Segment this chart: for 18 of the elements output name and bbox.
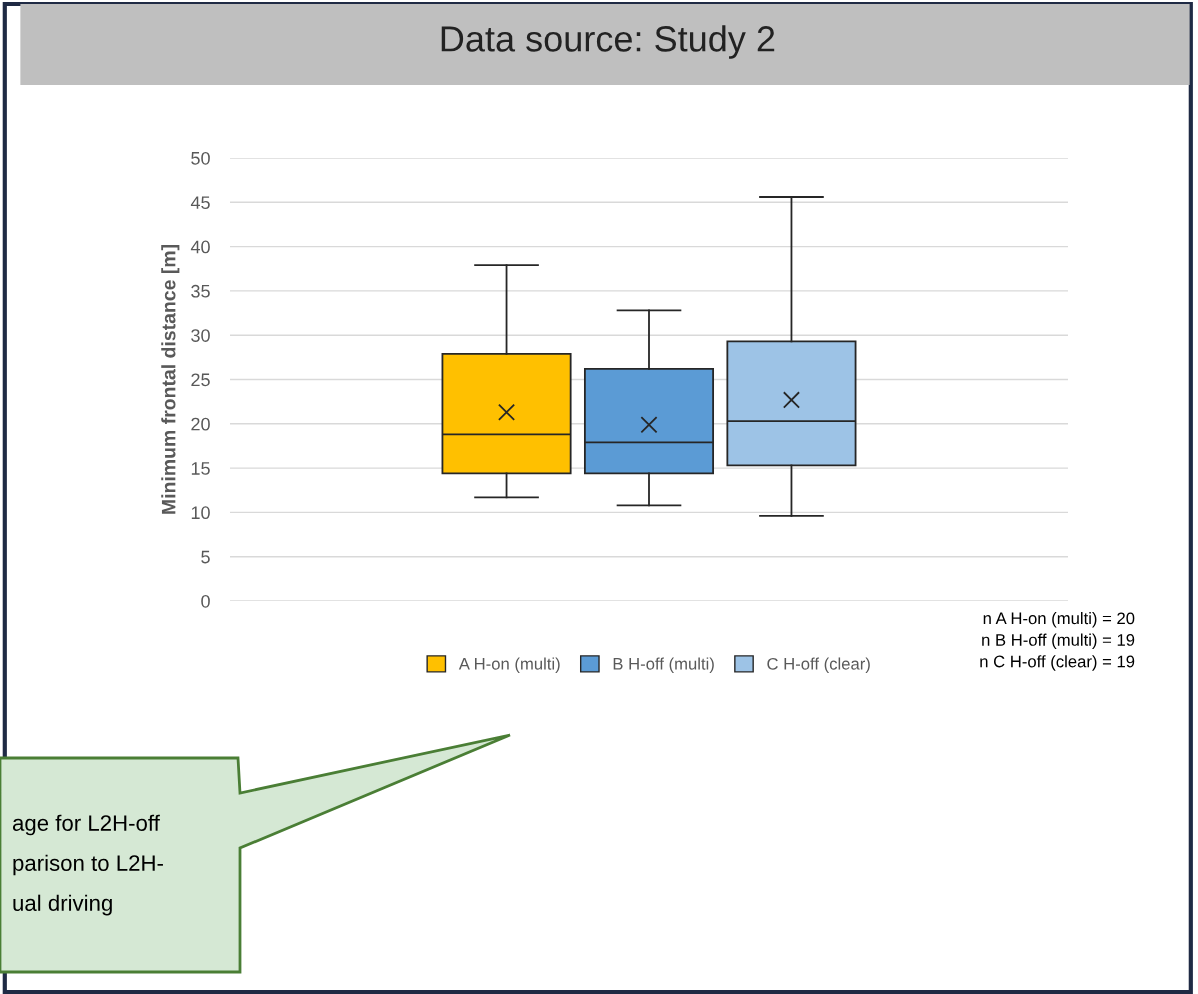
y-tick-label: 45 xyxy=(190,196,210,210)
y-tick-label: 20 xyxy=(191,417,210,431)
legend-label: B H-off (multi) xyxy=(613,657,714,673)
y-tick-label: 25 xyxy=(191,373,210,387)
legend-label: C H-off (clear) xyxy=(767,657,870,673)
y-tick-label: 50 xyxy=(191,151,210,165)
text: age for L2H-off parison to L2H- ual driving xyxy=(12,814,163,916)
y-tick-label: 40 xyxy=(190,240,210,254)
y-tick-label: 30 xyxy=(191,329,210,342)
chart-title: Data source: Study 2 xyxy=(441,25,775,59)
y-tick-label: 35 xyxy=(191,284,210,298)
y-axis-title: Minimum frontal distance [m] xyxy=(161,245,180,514)
y-tick-label: 15 xyxy=(191,462,210,475)
text: n A H-on (multi) = 20 n B H-off (multi) = 19 n C H-off (clear) = 19 xyxy=(980,612,1135,671)
y-tick-label: 10 xyxy=(191,506,210,520)
legend-label: A H-on (multi) xyxy=(458,657,560,673)
y-tick-label: 5 xyxy=(201,550,210,564)
y-tick-label: 0 xyxy=(201,594,210,608)
